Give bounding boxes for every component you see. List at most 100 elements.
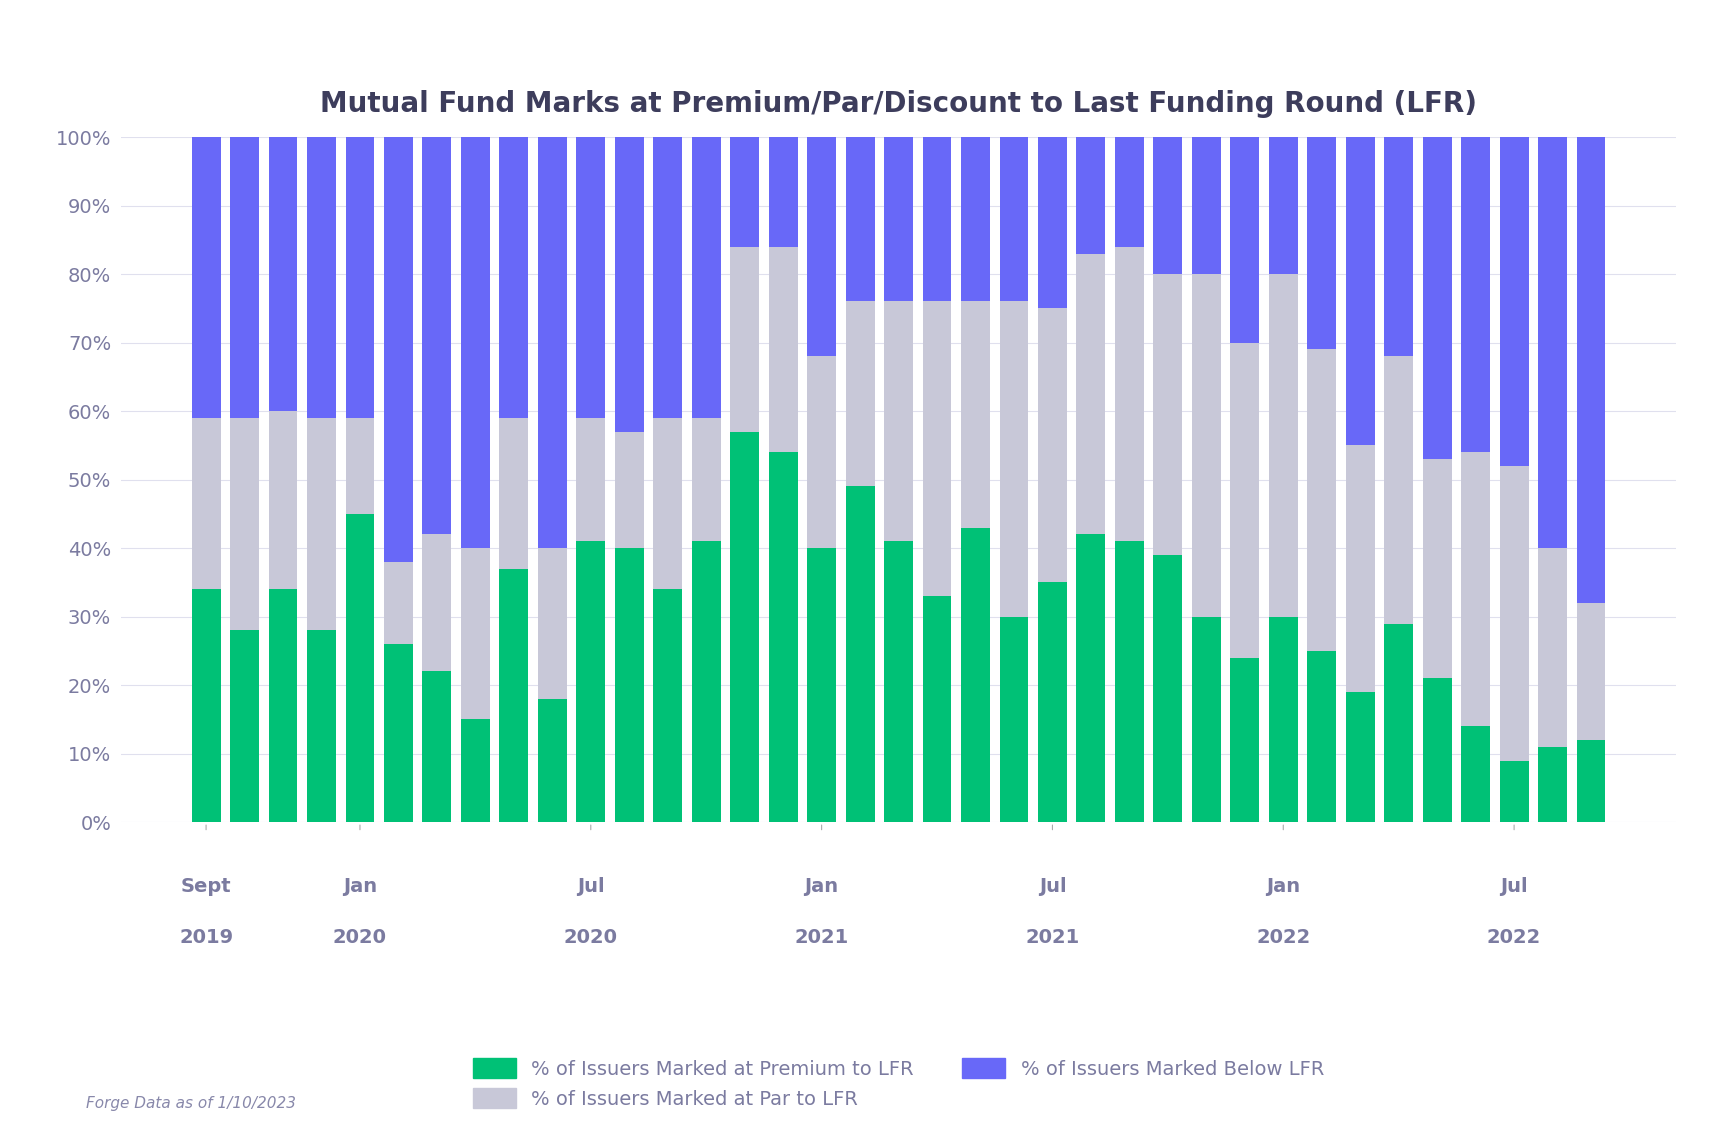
Bar [268,137,297,411]
Bar [1422,459,1452,678]
Legend: % of Issuers Marked at Premium to LFR, % of Issuers Marked at Par to LFR, % of I: % of Issuers Marked at Premium to LFR, %… [473,1059,1324,1109]
Bar [1384,624,1414,822]
Bar [268,411,297,589]
Text: Jul: Jul [1500,877,1528,896]
Bar [499,569,529,822]
Bar [1192,617,1220,822]
Text: 2022: 2022 [1256,928,1310,948]
Bar [1576,137,1605,603]
Bar [1115,137,1144,247]
Bar [731,247,759,432]
Bar [1153,137,1182,274]
Bar [422,534,451,671]
Bar [1077,137,1106,254]
Bar [346,514,375,822]
Bar [1500,761,1529,822]
Bar [577,137,605,418]
Bar [1576,740,1605,822]
Bar [1153,555,1182,822]
Bar [308,418,335,630]
Bar [384,137,413,562]
Bar [769,137,798,247]
Bar [653,589,683,822]
Bar [845,486,874,822]
Bar [1268,274,1298,617]
Bar [1039,582,1066,822]
Bar [346,418,375,514]
Bar [1230,343,1260,658]
Bar [499,418,529,569]
Bar [230,418,259,630]
Bar [461,137,489,548]
Bar [1115,541,1144,822]
Bar [653,137,683,418]
Bar [845,137,874,301]
Bar [499,137,529,418]
Bar [1384,356,1414,624]
Bar [1462,726,1490,822]
Bar [1308,651,1336,822]
Bar [461,719,489,822]
Bar [1077,254,1106,534]
Bar [1462,137,1490,452]
Bar [1039,308,1066,582]
Bar [192,418,221,589]
Bar [1538,747,1567,822]
Bar [1230,658,1260,822]
Bar [769,247,798,452]
Bar [653,418,683,589]
Bar [422,671,451,822]
Bar [923,596,952,822]
Bar [384,562,413,644]
Bar [308,630,335,822]
Text: 2019: 2019 [180,928,233,948]
Text: Jul: Jul [1039,877,1066,896]
Bar [999,301,1028,617]
Bar [230,137,259,418]
Bar [537,137,567,548]
Bar [346,137,375,418]
Bar [807,356,836,548]
Bar [807,137,836,356]
Text: Jan: Jan [342,877,377,896]
Bar [731,137,759,247]
Bar [1462,452,1490,726]
Title: Mutual Fund Marks at Premium/Par/Discount to Last Funding Round (LFR): Mutual Fund Marks at Premium/Par/Discoun… [320,90,1477,118]
Bar [577,418,605,541]
Bar [1422,137,1452,459]
Bar [1538,548,1567,747]
Bar [1308,137,1336,349]
Bar [537,699,567,822]
Bar [1115,247,1144,541]
Bar [615,432,645,548]
Bar [1346,137,1375,445]
Bar [999,617,1028,822]
Bar [1268,137,1298,274]
Bar [1230,137,1260,343]
Bar [577,541,605,822]
Text: 2021: 2021 [795,928,848,948]
Bar [769,452,798,822]
Bar [1039,137,1066,308]
Bar [461,548,489,719]
Bar [885,137,912,301]
Bar [961,137,990,301]
Bar [691,541,721,822]
Bar [885,301,912,541]
Bar [1192,274,1220,617]
Bar [691,418,721,541]
Bar [1346,445,1375,692]
Bar [1308,349,1336,651]
Bar [537,548,567,699]
Text: 2022: 2022 [1488,928,1541,948]
Bar [1268,617,1298,822]
Bar [1500,466,1529,761]
Text: 2021: 2021 [1025,928,1080,948]
Bar [422,137,451,534]
Bar [615,137,645,432]
Bar [885,541,912,822]
Bar [1538,137,1567,548]
Bar [1346,692,1375,822]
Bar [923,301,952,596]
Bar [1077,534,1106,822]
